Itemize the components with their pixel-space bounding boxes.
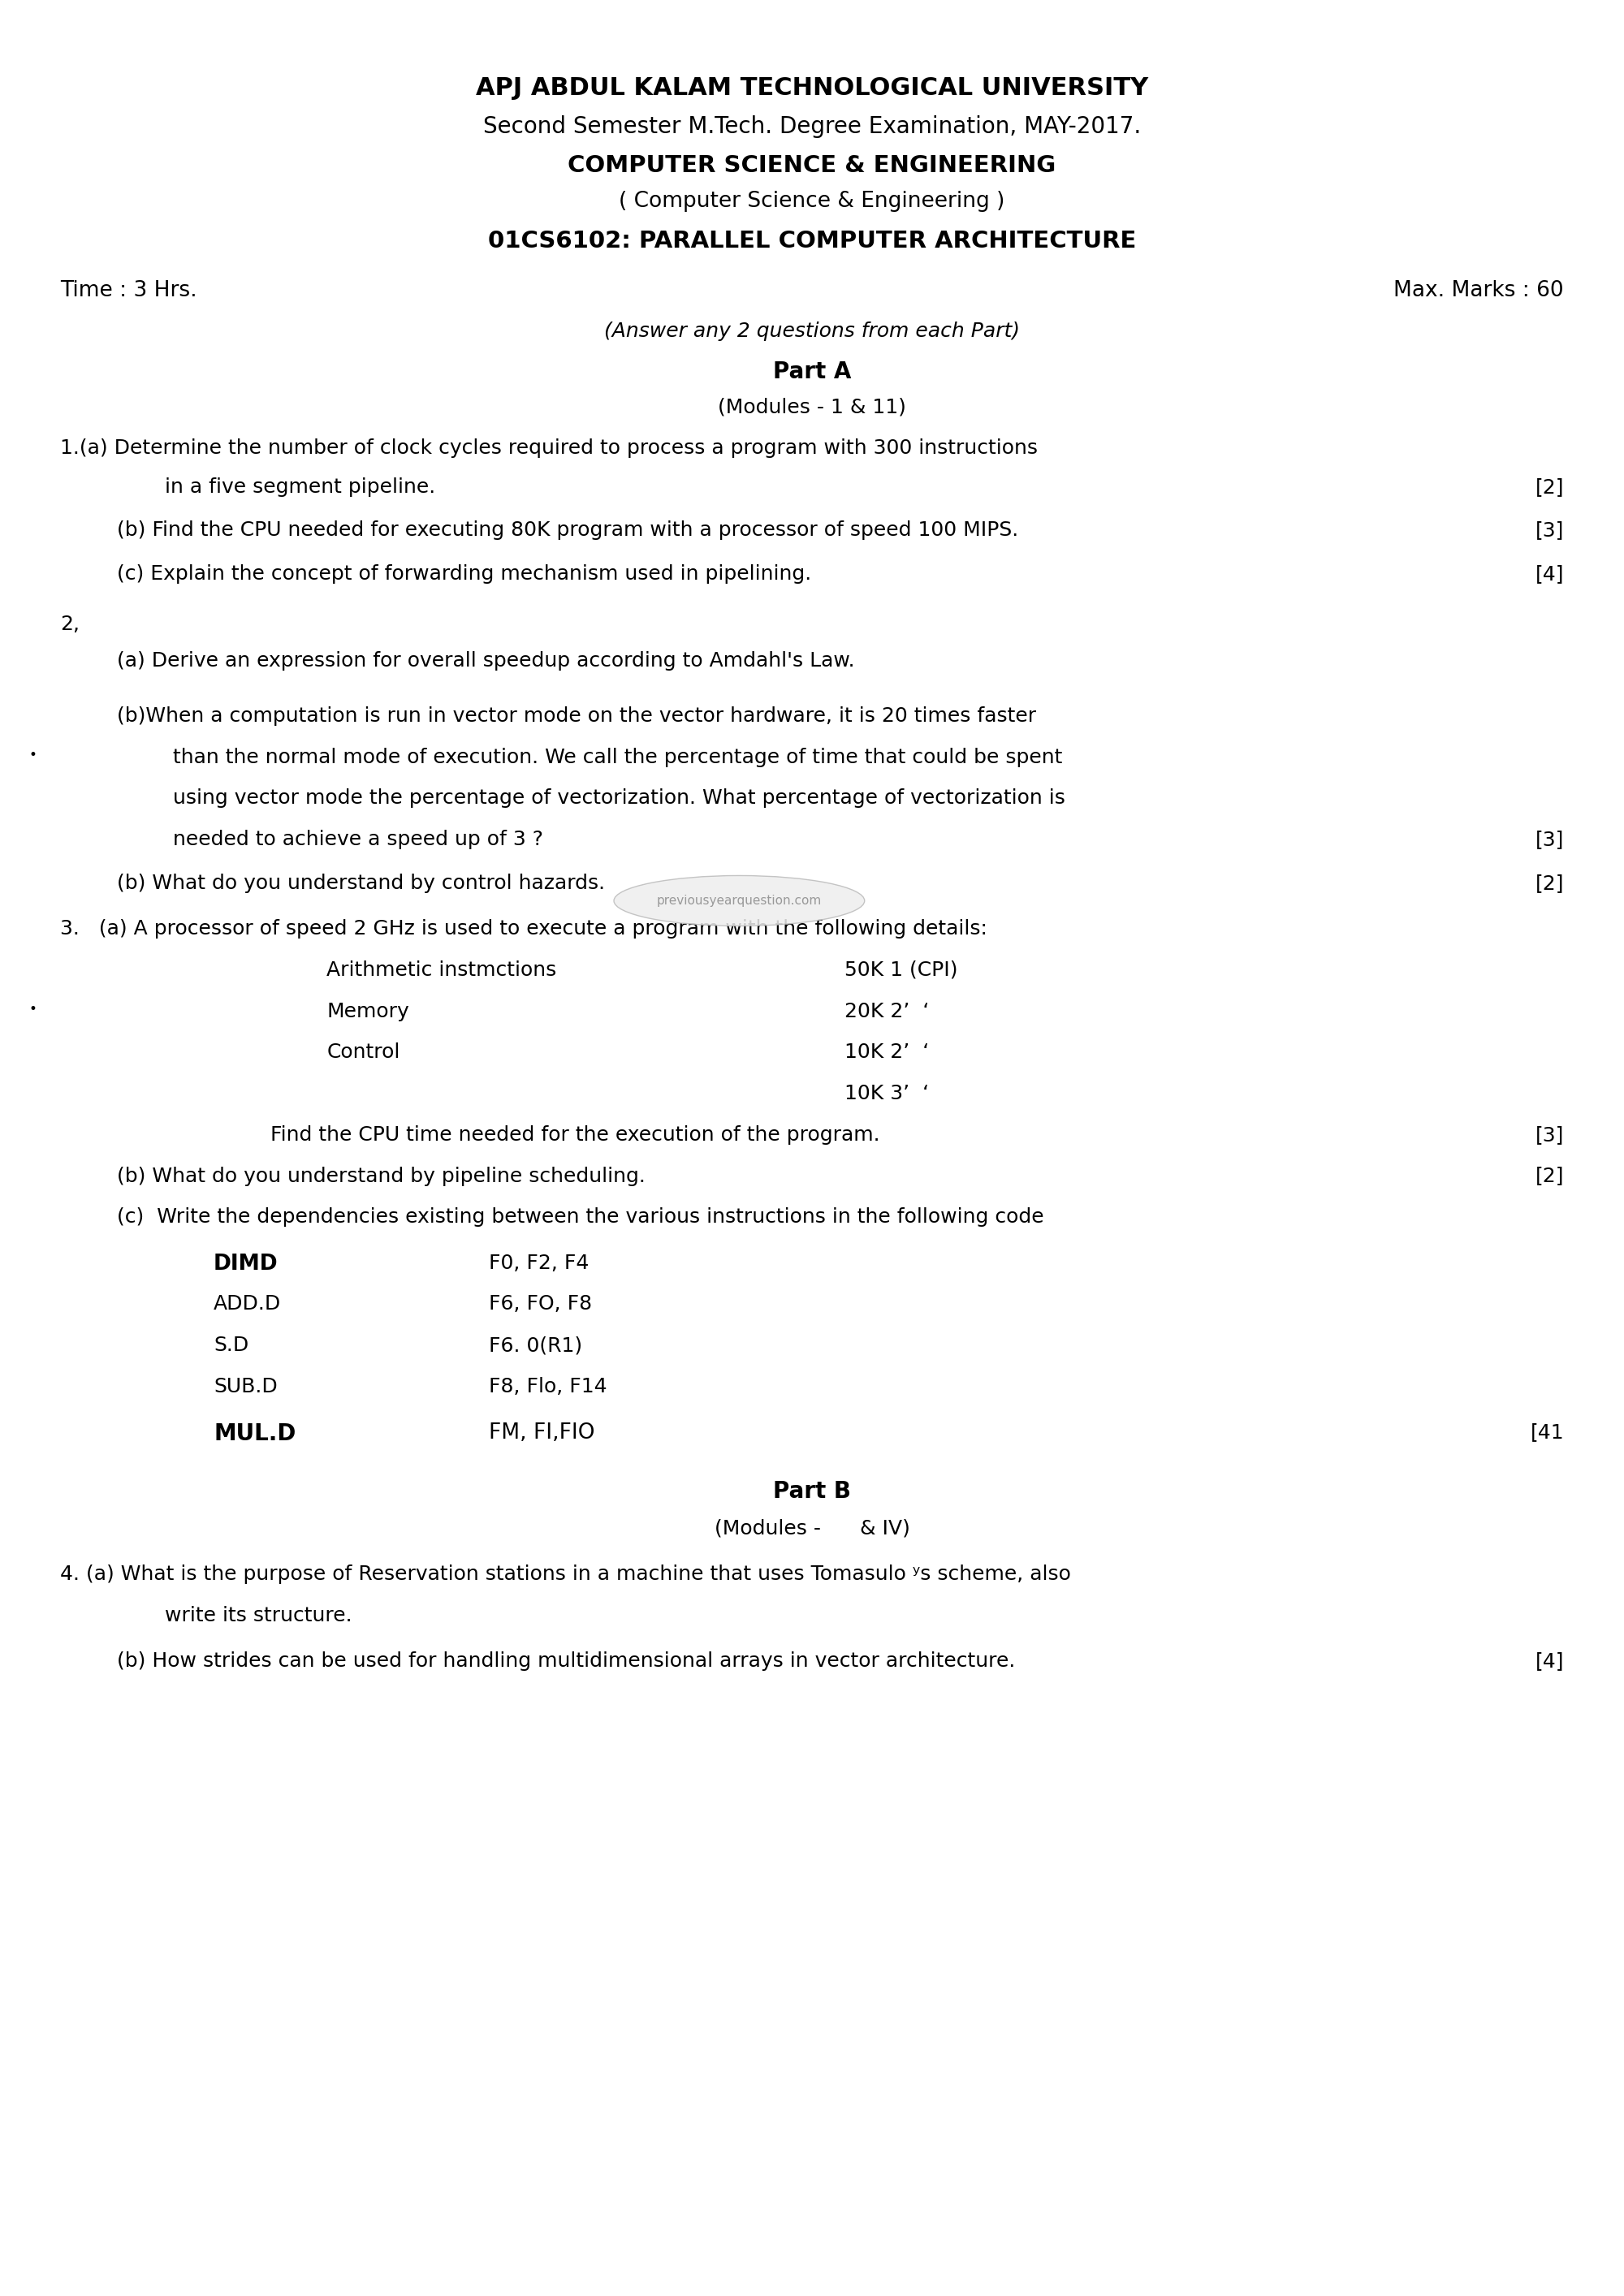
Text: 01CS6102: PARALLEL COMPUTER ARCHITECTURE: 01CS6102: PARALLEL COMPUTER ARCHITECTURE [487, 230, 1137, 253]
Text: (b)When a computation is run in vector mode on the vector hardware, it is 20 tim: (b)When a computation is run in vector m… [117, 707, 1036, 726]
Text: (Modules -      & IV): (Modules - & IV) [715, 1520, 909, 1538]
Text: ( Computer Science & Engineering ): ( Computer Science & Engineering ) [619, 191, 1005, 211]
Text: using vector mode the percentage of vectorization. What percentage of vectorizat: using vector mode the percentage of vect… [174, 788, 1065, 808]
Text: [2]: [2] [1535, 1166, 1564, 1185]
Text: [3]: [3] [1535, 1125, 1564, 1146]
Text: Control: Control [326, 1042, 400, 1063]
Text: than the normal mode of execution. We call the percentage of time that could be : than the normal mode of execution. We ca… [174, 748, 1062, 767]
Text: (c)  Write the dependencies existing between the various instructions in the fol: (c) Write the dependencies existing betw… [117, 1208, 1044, 1226]
Text: previousyearquestion.com: previousyearquestion.com [656, 895, 822, 907]
Text: Part A: Part A [773, 360, 851, 383]
Text: APJ ABDUL KALAM TECHNOLOGICAL UNIVERSITY: APJ ABDUL KALAM TECHNOLOGICAL UNIVERSITY [476, 76, 1148, 101]
Text: MUL.D: MUL.D [214, 1424, 296, 1446]
Text: Part B: Part B [773, 1481, 851, 1502]
Text: [2]: [2] [1535, 478, 1564, 496]
Text: in a five segment pipeline.: in a five segment pipeline. [166, 478, 435, 496]
Text: 10K 3’  ‘: 10K 3’ ‘ [844, 1084, 929, 1104]
Text: 3.   (a) A processor of speed 2 GHz is used to execute a program with the follow: 3. (a) A processor of speed 2 GHz is use… [60, 918, 987, 939]
Text: Second Semester M.Tech. Degree Examination, MAY-2017.: Second Semester M.Tech. Degree Examinati… [482, 115, 1142, 138]
Text: (Answer any 2 questions from each Part): (Answer any 2 questions from each Part) [604, 321, 1020, 342]
Text: (c) Explain the concept of forwarding mechanism used in pipelining.: (c) Explain the concept of forwarding me… [117, 565, 810, 583]
Text: 20K 2’  ‘: 20K 2’ ‘ [844, 1001, 929, 1022]
Text: Arithmetic instmctions: Arithmetic instmctions [326, 960, 557, 980]
Text: S.D: S.D [214, 1336, 248, 1355]
Text: F6. 0(R1): F6. 0(R1) [489, 1336, 581, 1355]
Text: Time : 3 Hrs.: Time : 3 Hrs. [60, 280, 197, 301]
Text: 4. (a) What is the purpose of Reservation stations in a machine that uses Tomasu: 4. (a) What is the purpose of Reservatio… [60, 1564, 1070, 1584]
Text: needed to achieve a speed up of 3 ?: needed to achieve a speed up of 3 ? [174, 829, 544, 850]
Text: 10K 2’  ‘: 10K 2’ ‘ [844, 1042, 929, 1063]
Text: (b) What do you understand by control hazards.: (b) What do you understand by control ha… [117, 872, 604, 893]
Text: Find the CPU time needed for the execution of the program.: Find the CPU time needed for the executi… [270, 1125, 880, 1146]
Text: •: • [29, 748, 36, 762]
Text: F0, F2, F4: F0, F2, F4 [489, 1254, 590, 1272]
Text: (b) What do you understand by pipeline scheduling.: (b) What do you understand by pipeline s… [117, 1166, 645, 1185]
Text: 50K 1 (CPI): 50K 1 (CPI) [844, 960, 958, 980]
Text: [2]: [2] [1535, 872, 1564, 893]
Text: F8, Flo, F14: F8, Flo, F14 [489, 1378, 607, 1396]
Text: SUB.D: SUB.D [214, 1378, 278, 1396]
Text: F6, FO, F8: F6, FO, F8 [489, 1295, 591, 1313]
Text: [4]: [4] [1535, 565, 1564, 583]
Text: Max. Marks : 60: Max. Marks : 60 [1393, 280, 1564, 301]
Text: [3]: [3] [1535, 521, 1564, 540]
Text: •: • [29, 1001, 36, 1017]
Text: ADD.D: ADD.D [214, 1295, 281, 1313]
Text: (Modules - 1 & 11): (Modules - 1 & 11) [718, 397, 906, 416]
Text: 2,: 2, [60, 615, 80, 634]
Text: (b) How strides can be used for handling multidimensional arrays in vector archi: (b) How strides can be used for handling… [117, 1651, 1015, 1671]
Text: FM, FI,FIO: FM, FI,FIO [489, 1424, 594, 1444]
Text: [4]: [4] [1535, 1651, 1564, 1671]
Text: [41: [41 [1530, 1424, 1564, 1442]
Text: write its structure.: write its structure. [166, 1605, 352, 1626]
Text: DIMD: DIMD [214, 1254, 278, 1274]
Ellipse shape [614, 875, 864, 925]
Text: Memory: Memory [326, 1001, 409, 1022]
Text: 1.(a) Determine the number of clock cycles required to process a program with 30: 1.(a) Determine the number of clock cycl… [60, 439, 1038, 457]
Text: [3]: [3] [1535, 829, 1564, 850]
Text: (b) Find the CPU needed for executing 80K program with a processor of speed 100 : (b) Find the CPU needed for executing 80… [117, 521, 1018, 540]
Text: COMPUTER SCIENCE & ENGINEERING: COMPUTER SCIENCE & ENGINEERING [568, 154, 1056, 177]
Text: (a) Derive an expression for overall speedup according to Amdahl's Law.: (a) Derive an expression for overall spe… [117, 652, 854, 670]
